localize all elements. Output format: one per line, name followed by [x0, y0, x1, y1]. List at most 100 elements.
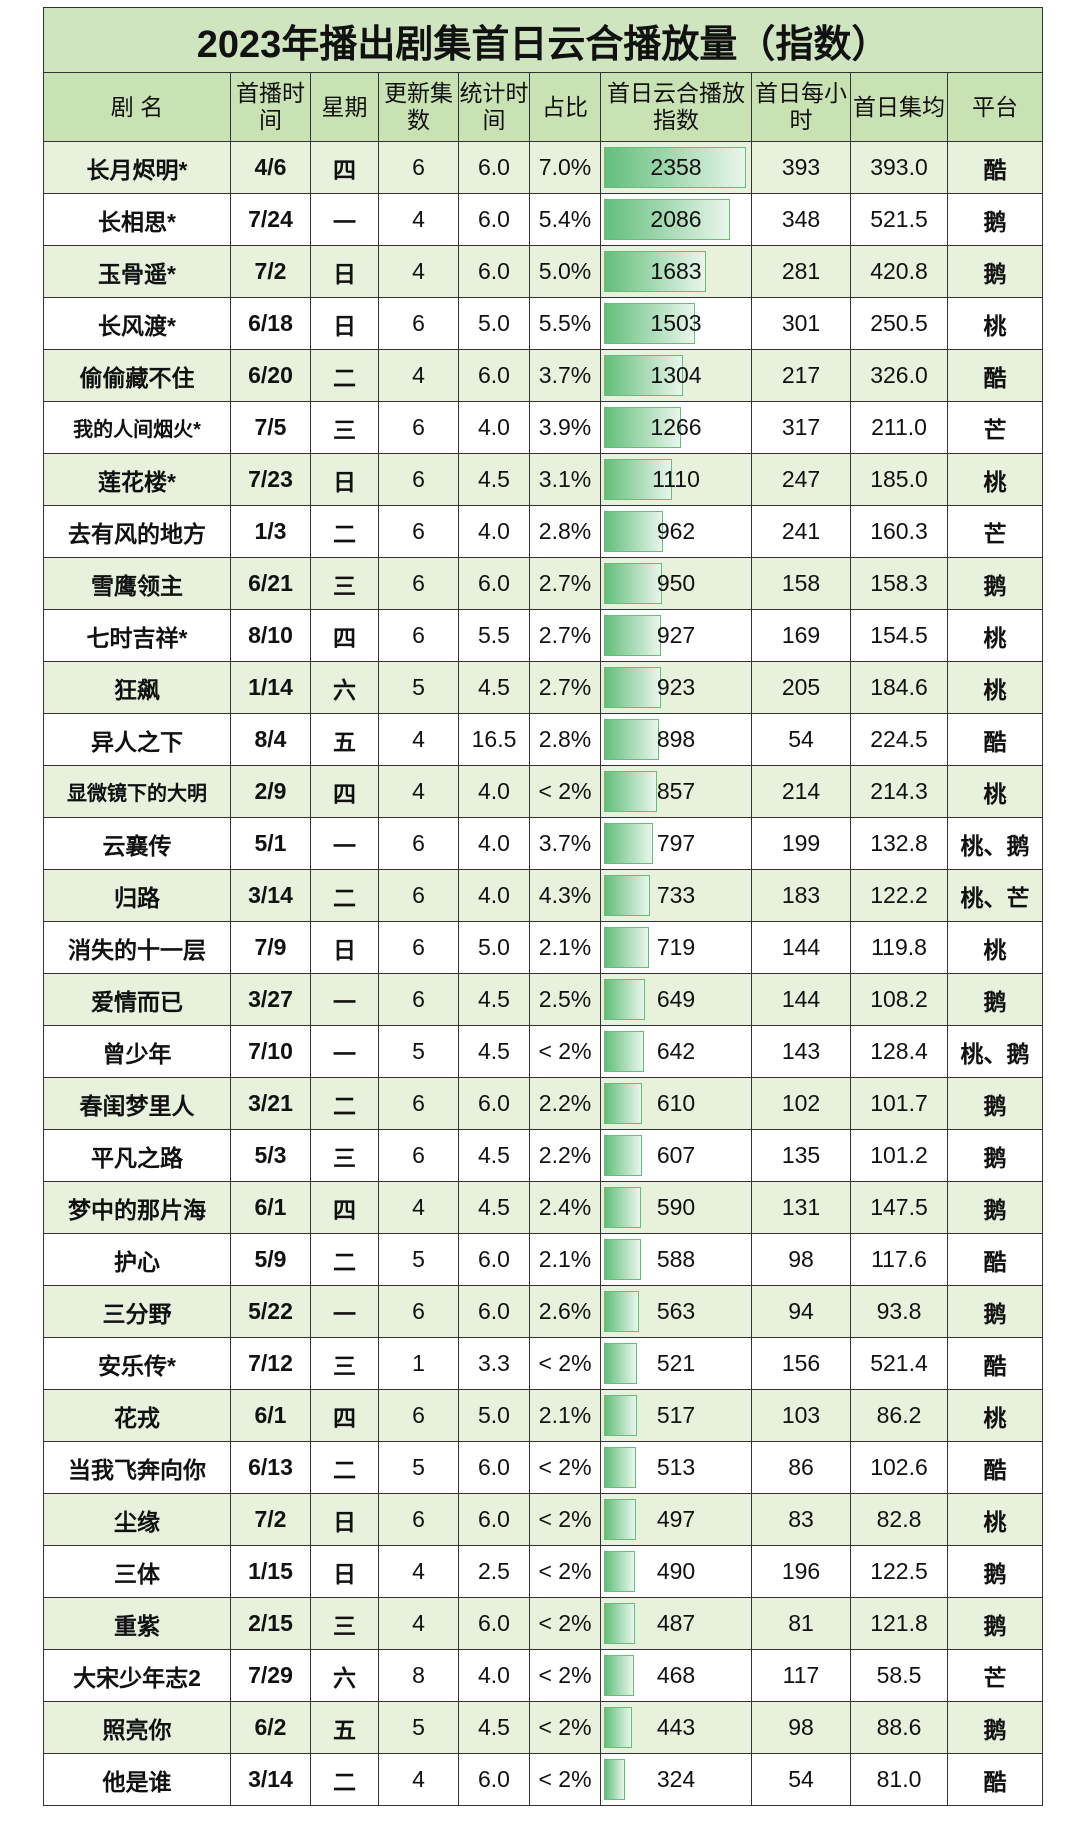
table-row: 玉骨遥* 7/2 日 4 6.0 5.0% 1683 281 420.8 鹅: [43, 245, 1044, 298]
data-bar: [604, 355, 684, 396]
cell-share: 2.7%: [529, 609, 601, 662]
cell-name: 平凡之路: [43, 1129, 231, 1182]
cell-first-day-index: 2358: [600, 141, 752, 194]
cell-per-hour: 143: [751, 1025, 851, 1078]
index-value: 487: [656, 1610, 696, 1636]
cell-name: 长相思*: [43, 193, 231, 246]
table-row: 异人之下 8/4 五 4 16.5 2.8% 898 54 224.5 酷: [43, 713, 1044, 766]
cell-share: 5.4%: [529, 193, 601, 246]
cell-name: 三体: [43, 1545, 231, 1598]
table-row: 雪鹰领主 6/21 三 6 6.0 2.7% 950 158 158.3 鹅: [43, 557, 1044, 610]
cell-weekday: 五: [310, 713, 379, 766]
cell-per-hour: 217: [751, 349, 851, 402]
cell-stat-hours: 6.0: [458, 1493, 530, 1546]
cell-share: 7.0%: [529, 141, 601, 194]
data-bar: [604, 1135, 643, 1176]
header-col-platform: 平台: [946, 72, 1044, 142]
cell-weekday: 日: [310, 297, 379, 350]
cell-per-hour: 102: [751, 1077, 851, 1130]
cell-premiere-date: 6/1: [230, 1181, 311, 1234]
cell-platform: 酷: [946, 1337, 1044, 1390]
index-value: 521: [656, 1350, 696, 1376]
data-bar: [604, 927, 649, 968]
cell-episodes: 6: [378, 1285, 459, 1338]
cell-first-day-index: 513: [600, 1441, 752, 1494]
cell-name: 花戎: [43, 1389, 231, 1442]
data-bar: [604, 1239, 641, 1280]
cell-stat-hours: 16.5: [458, 713, 530, 766]
cell-first-day-index: 563: [600, 1285, 752, 1338]
cell-premiere-date: 8/4: [230, 713, 311, 766]
cell-weekday: 二: [310, 349, 379, 402]
cell-stat-hours: 6.0: [458, 193, 530, 246]
cell-per-hour: 317: [751, 401, 851, 454]
cell-platform: 鹅: [946, 1181, 1044, 1234]
table-row: 长月烬明* 4/6 四 6 6.0 7.0% 2358 393 393.0 酷: [43, 141, 1044, 194]
data-bar: [604, 1603, 635, 1644]
cell-first-day-index: 487: [600, 1597, 752, 1650]
cell-weekday: 六: [310, 661, 379, 714]
cell-first-day-index: 1683: [600, 245, 752, 298]
table-row: 长风渡* 6/18 日 6 5.0 5.5% 1503 301 250.5 桃: [43, 297, 1044, 350]
cell-stat-hours: 4.0: [458, 869, 530, 922]
cell-first-day-index: 857: [600, 765, 752, 818]
cell-share: 2.6%: [529, 1285, 601, 1338]
cell-episodes: 5: [378, 1441, 459, 1494]
index-value: 610: [656, 1090, 696, 1116]
cell-episodes: 6: [378, 609, 459, 662]
table-row: 偷偷藏不住 6/20 二 4 6.0 3.7% 1304 217 326.0 酷: [43, 349, 1044, 402]
cell-first-day-index: 607: [600, 1129, 752, 1182]
cell-platform: 桃: [946, 1493, 1044, 1546]
cell-episodes: 4: [378, 1597, 459, 1650]
cell-share: 2.1%: [529, 921, 601, 974]
cell-platform: 桃: [946, 609, 1044, 662]
cell-share: 5.0%: [529, 245, 601, 298]
cell-per-episode: 393.0: [850, 141, 948, 194]
data-bar: [604, 1655, 634, 1696]
cell-per-hour: 348: [751, 193, 851, 246]
cell-first-day-index: 1110: [600, 453, 752, 506]
cell-per-episode: 108.2: [850, 973, 948, 1026]
cell-premiere-date: 6/13: [230, 1441, 311, 1494]
table-row: 当我飞奔向你 6/13 二 5 6.0 < 2% 513 86 102.6 酷: [43, 1441, 1044, 1494]
cell-per-hour: 83: [751, 1493, 851, 1546]
cell-platform: 酷: [946, 1753, 1044, 1806]
cell-per-hour: 103: [751, 1389, 851, 1442]
cell-platform: 酷: [946, 1233, 1044, 1286]
cell-share: < 2%: [529, 1753, 601, 1806]
cell-name: 我的人间烟火*: [43, 401, 231, 454]
cell-episodes: 5: [378, 661, 459, 714]
cell-premiere-date: 7/9: [230, 921, 311, 974]
cell-weekday: 二: [310, 1233, 379, 1286]
cell-name: 重紫: [43, 1597, 231, 1650]
cell-stat-hours: 3.3: [458, 1337, 530, 1390]
data-bar: [604, 1499, 636, 1540]
cell-share: < 2%: [529, 1545, 601, 1598]
cell-first-day-index: 497: [600, 1493, 752, 1546]
cell-per-episode: 88.6: [850, 1701, 948, 1754]
cell-per-episode: 101.7: [850, 1077, 948, 1130]
cell-share: 2.1%: [529, 1233, 601, 1286]
cell-platform: 鹅: [946, 193, 1044, 246]
cell-premiere-date: 3/14: [230, 869, 311, 922]
cell-first-day-index: 642: [600, 1025, 752, 1078]
cell-first-day-index: 610: [600, 1077, 752, 1130]
index-value: 1266: [650, 414, 702, 440]
cell-premiere-date: 3/21: [230, 1077, 311, 1130]
cell-share: < 2%: [529, 765, 601, 818]
cell-name: 莲花楼*: [43, 453, 231, 506]
table-row: 显微镜下的大明 2/9 四 4 4.0 < 2% 857 214 214.3 桃: [43, 765, 1044, 818]
data-bar: [604, 1759, 626, 1800]
cell-episodes: 4: [378, 349, 459, 402]
data-bar: [604, 147, 746, 188]
cell-episodes: 6: [378, 973, 459, 1026]
cell-stat-hours: 5.5: [458, 609, 530, 662]
cell-stat-hours: 6.0: [458, 1233, 530, 1286]
cell-per-hour: 135: [751, 1129, 851, 1182]
cell-premiere-date: 7/10: [230, 1025, 311, 1078]
cell-per-hour: 241: [751, 505, 851, 558]
index-value: 563: [656, 1298, 696, 1324]
cell-share: 5.5%: [529, 297, 601, 350]
index-value: 927: [656, 622, 696, 648]
index-value: 898: [656, 726, 696, 752]
